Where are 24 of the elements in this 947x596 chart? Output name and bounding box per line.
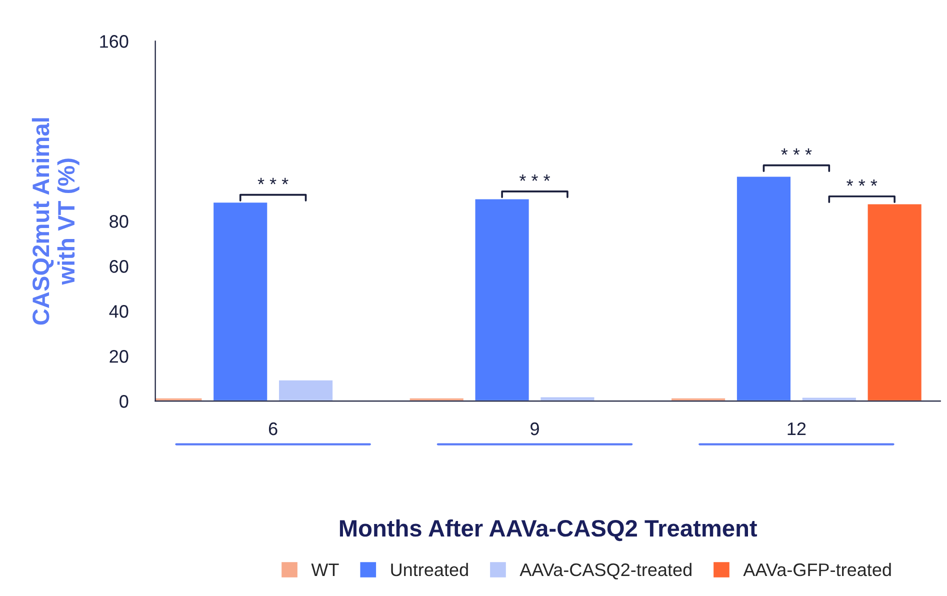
bar	[278, 379, 334, 402]
bar	[212, 201, 269, 402]
y-tick-label: 20	[110, 350, 128, 363]
y-tick-label: 60	[110, 260, 128, 273]
annotation: * * *	[258, 178, 288, 184]
y-tick-label: 0	[120, 395, 128, 408]
y-tick-label: 40	[109, 305, 128, 318]
bar	[474, 198, 530, 402]
legend-label: Untreated	[391, 562, 468, 576]
legend-label: AAVa-CASQ2-treated	[520, 562, 692, 580]
bar	[866, 202, 923, 402]
legend-label: WT	[311, 564, 339, 576]
bar	[736, 175, 792, 402]
x-tick-label: 9	[530, 422, 539, 436]
y-tick-label: 80	[110, 215, 128, 228]
y-tick-label: 160	[100, 35, 128, 48]
annotation: * * *	[846, 179, 878, 186]
x-axis-title: Months After AAVa-CASQ2 Treatment	[340, 519, 758, 542]
legend-label: AAVa-GFP-treated	[743, 562, 891, 576]
x-tick-label: 6	[268, 422, 278, 436]
annotation: * * *	[519, 174, 550, 181]
y-axis-title: CASQ2mut Animal with VT (%)	[32, 118, 80, 325]
x-tick-label: 12	[788, 422, 806, 436]
annotation: * * *	[781, 148, 812, 155]
